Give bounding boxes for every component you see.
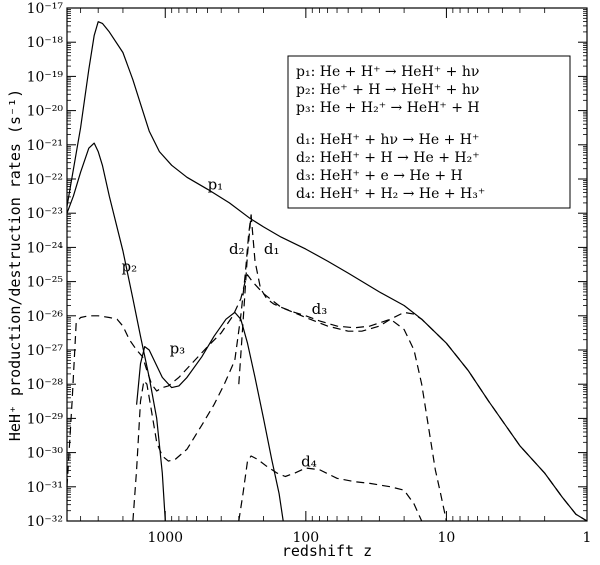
legend-entry-d3: d₃: HeH⁺ + e → He + H <box>296 168 463 184</box>
curve-7 <box>238 455 423 522</box>
y-tick-label: 10⁻²⁸ <box>27 377 64 393</box>
curve-6 <box>66 274 588 522</box>
x-axis-label: redshift z <box>282 542 372 560</box>
curve-3 <box>136 311 284 522</box>
curve-label: p₃ <box>170 339 186 357</box>
curve-label: p₂ <box>122 257 138 275</box>
y-tick-label: 10⁻²⁵ <box>27 275 64 291</box>
y-tick-label: 10⁻³¹ <box>27 480 63 496</box>
y-tick-label: 10⁻¹⁸ <box>27 35 64 51</box>
legend-entry-p2: p₂: He⁺ + H → HeH⁺ + hν <box>296 82 479 98</box>
legend-entry-d1: d₁: HeH⁺ + hν → He + H⁺ <box>296 132 479 148</box>
legend-box <box>287 55 571 209</box>
curve-5 <box>132 214 252 522</box>
curve-label: d₄ <box>301 452 317 470</box>
legend: p₁: He + H⁺ → HeH⁺ + hν p₂: He⁺ + H → He… <box>287 55 571 209</box>
y-axis-label: HeH⁺ production/destruction rates (s⁻¹) <box>6 89 24 441</box>
plot-frame <box>66 7 588 522</box>
x-tick-label: 100 <box>292 530 319 546</box>
axis-ticks <box>66 7 588 522</box>
curve-2 <box>66 142 166 522</box>
curve-label: p₁ <box>208 175 224 193</box>
y-tick-label: 10⁻¹⁹ <box>27 69 64 85</box>
curve-label: d₂ <box>229 240 245 258</box>
y-tick-label: 10⁻³² <box>27 514 63 530</box>
y-tick-label: 10⁻¹⁷ <box>27 1 64 17</box>
x-tick-label: 10 <box>438 530 456 546</box>
legend-entry-d2: d₂: HeH⁺ + H → He + H₂⁺ <box>296 150 480 166</box>
curve-4 <box>238 214 447 522</box>
chart-curves <box>66 21 588 522</box>
y-tick-label: 10⁻²² <box>27 172 63 188</box>
y-tick-label: 10⁻²⁰ <box>27 104 64 120</box>
axis-tick-labels: 10⁻¹⁷ 10⁻¹⁸ 10⁻¹⁹ 10⁻²⁰ 10⁻²¹ 10⁻²² 10⁻²³ 10⁻²⁴… <box>27 1 592 546</box>
curve-labels: p₁ p₂ p₃ d₁ d₂ d₃ d₄ <box>122 175 328 470</box>
y-tick-label: 10⁻³⁰ <box>27 446 64 462</box>
x-tick-label: 1000 <box>147 530 183 546</box>
legend-entry-p3: p₃: He + H₂⁺ → HeH⁺ + H <box>296 100 480 116</box>
legend-entry-d4: d₄: HeH⁺ + H₂ → He + H₃⁺ <box>296 186 485 202</box>
curve-label: d₃ <box>312 300 328 318</box>
y-tick-label: 10⁻²³ <box>27 206 63 222</box>
legend-entry-p1: p₁: He + H⁺ → HeH⁺ + hν <box>296 64 479 80</box>
curve-label: d₁ <box>264 240 280 258</box>
y-tick-label: 10⁻²⁴ <box>27 240 64 256</box>
y-tick-label: 10⁻²⁶ <box>27 309 64 325</box>
y-tick-label: 10⁻²⁹ <box>27 411 64 427</box>
x-tick-label: 1 <box>583 530 592 546</box>
y-tick-label: 10⁻²⁷ <box>27 343 64 359</box>
y-tick-label: 10⁻²¹ <box>27 138 63 154</box>
